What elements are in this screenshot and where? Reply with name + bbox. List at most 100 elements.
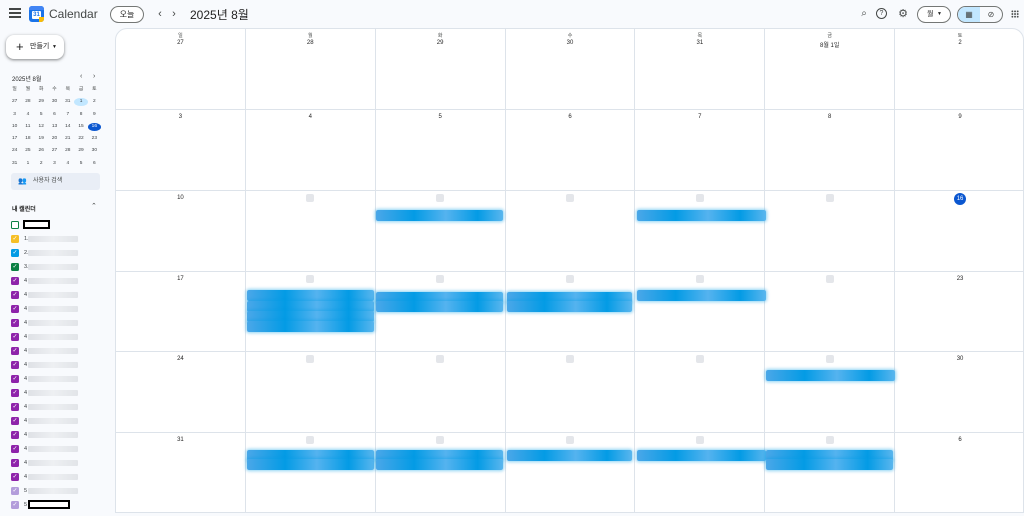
day-cell[interactable]: 목 31 [635, 29, 766, 110]
event-chip[interactable] [766, 459, 893, 470]
today-button[interactable]: 오늘 [110, 6, 144, 23]
mini-day[interactable]: 15 [78, 123, 84, 129]
event-chip[interactable] [766, 450, 893, 461]
checkbox-icon[interactable] [11, 221, 19, 229]
event-chip[interactable] [247, 459, 374, 470]
mini-day[interactable]: 2 [39, 160, 43, 166]
mini-day[interactable]: 8 [79, 111, 83, 117]
day-number[interactable]: 31 [696, 40, 704, 46]
day-cell[interactable]: 6 [505, 109, 636, 191]
mini-day[interactable]: 4 [66, 160, 70, 166]
mini-day[interactable]: 17 [11, 136, 18, 142]
mini-day[interactable]: 31 [65, 99, 71, 105]
mini-day[interactable]: 9 [93, 111, 96, 117]
day-cell[interactable] [765, 352, 896, 434]
day-cell[interactable] [635, 190, 766, 272]
day-number[interactable]: 2 [958, 40, 962, 46]
checkbox-icon[interactable]: ✓ [11, 263, 19, 271]
day-cell[interactable]: 10 [116, 190, 246, 272]
event-chip[interactable] [247, 321, 374, 332]
day-cell[interactable]: 수 30 [505, 29, 636, 110]
chevron-right-icon[interactable]: › [172, 8, 176, 20]
menu-icon[interactable] [9, 8, 21, 20]
event-chip[interactable] [637, 210, 766, 221]
chevron-up-icon[interactable]: ⌃ [91, 203, 97, 210]
calendar-list-item[interactable]: ✓ 5 [11, 486, 106, 496]
checkbox-icon[interactable]: ✓ [11, 347, 19, 355]
mini-day[interactable]: 24 [11, 148, 18, 154]
day-cell[interactable] [375, 352, 506, 434]
mini-day[interactable]: 22 [78, 136, 84, 142]
checkbox-icon[interactable]: ✓ [11, 361, 19, 369]
event-chip[interactable] [507, 292, 632, 303]
day-cell[interactable] [505, 271, 636, 353]
mini-day[interactable]: 1 [26, 160, 30, 166]
calendar-list-item[interactable]: ✓ 3. [11, 262, 106, 272]
day-cell[interactable] [765, 433, 896, 512]
apps-icon[interactable] [1011, 10, 1019, 18]
checkbox-icon[interactable]: ✓ [11, 431, 19, 439]
calendar-list-item[interactable]: ✓ 4 [11, 374, 106, 384]
mini-day[interactable]: 7 [66, 111, 70, 117]
day-number[interactable]: 23 [956, 275, 964, 282]
day-number[interactable]: 6 [568, 113, 572, 120]
calendar-list-item[interactable]: ✓ 4 [11, 304, 106, 314]
day-number[interactable]: 4 [308, 113, 312, 120]
today-day-number[interactable]: 16 [954, 192, 967, 205]
mini-day[interactable]: 19 [38, 136, 44, 142]
mini-next-icon[interactable]: › [93, 73, 96, 80]
calendar-list-item[interactable]: ✓ 4 [11, 332, 106, 342]
day-number[interactable]: 8 [828, 113, 832, 120]
mini-day[interactable]: 12 [38, 123, 44, 129]
day-cell[interactable] [246, 433, 376, 512]
day-cell[interactable] [375, 271, 506, 353]
day-cell[interactable] [635, 271, 766, 353]
checkbox-icon[interactable]: ✓ [11, 375, 19, 383]
day-cell[interactable] [505, 352, 636, 434]
mini-day[interactable]: 3 [53, 160, 56, 166]
mini-day[interactable]: 27 [11, 99, 18, 105]
settings-icon[interactable]: ⚙ [898, 8, 908, 20]
day-cell[interactable]: 17 [116, 271, 246, 353]
day-number[interactable]: 17 [177, 275, 184, 282]
checkbox-icon[interactable]: ✓ [11, 291, 19, 299]
mini-day[interactable]: 30 [91, 148, 98, 154]
day-number[interactable]: 7 [698, 113, 702, 120]
search-icon[interactable]: ⌕ [861, 8, 867, 19]
day-cell[interactable]: 24 [116, 352, 246, 434]
mini-day[interactable]: 6 [93, 160, 96, 166]
day-number[interactable]: 10 [177, 194, 184, 201]
mini-prev-icon[interactable]: ‹ [80, 73, 83, 80]
day-cell[interactable]: 화 29 [375, 29, 506, 110]
mini-day[interactable]: 30 [51, 99, 58, 105]
day-cell[interactable]: 16 [895, 191, 1023, 272]
day-number[interactable]: 5 [438, 113, 442, 120]
day-cell[interactable]: 월 28 [245, 29, 376, 110]
mini-day[interactable]: 18 [25, 136, 31, 142]
mini-day[interactable]: 3 [13, 111, 16, 117]
calendar-list-item[interactable]: ✓ 4 [11, 388, 106, 398]
day-number[interactable]: 31 [177, 437, 184, 444]
day-cell[interactable] [635, 433, 766, 512]
day-cell[interactable] [506, 433, 636, 512]
checkbox-icon[interactable]: ✓ [11, 403, 19, 411]
day-number[interactable]: 28 [306, 40, 314, 46]
calendar-list-item[interactable]: ✓ 4 [11, 318, 106, 328]
day-cell[interactable]: 4 [245, 109, 376, 191]
day-number[interactable]: 30 [956, 356, 964, 363]
calendar-list-item[interactable]: ✓ 4 [11, 276, 106, 286]
event-chip[interactable] [247, 311, 374, 322]
calendar-list-item[interactable]: ✓ 5 [11, 500, 106, 510]
checkbox-icon[interactable]: ✓ [11, 473, 19, 481]
day-cell[interactable] [765, 271, 896, 353]
day-cell[interactable] [505, 190, 636, 272]
day-cell[interactable]: 7 [635, 109, 766, 191]
mini-day[interactable]: 16 [87, 122, 101, 131]
checkbox-icon[interactable]: ✓ [11, 459, 19, 467]
day-number[interactable]: 29 [436, 40, 444, 46]
mini-day[interactable]: 5 [79, 160, 83, 166]
mini-day[interactable]: 10 [11, 123, 18, 129]
day-cell[interactable]: 금 8월 1일 [765, 29, 896, 110]
mini-day[interactable]: 5 [39, 111, 43, 117]
